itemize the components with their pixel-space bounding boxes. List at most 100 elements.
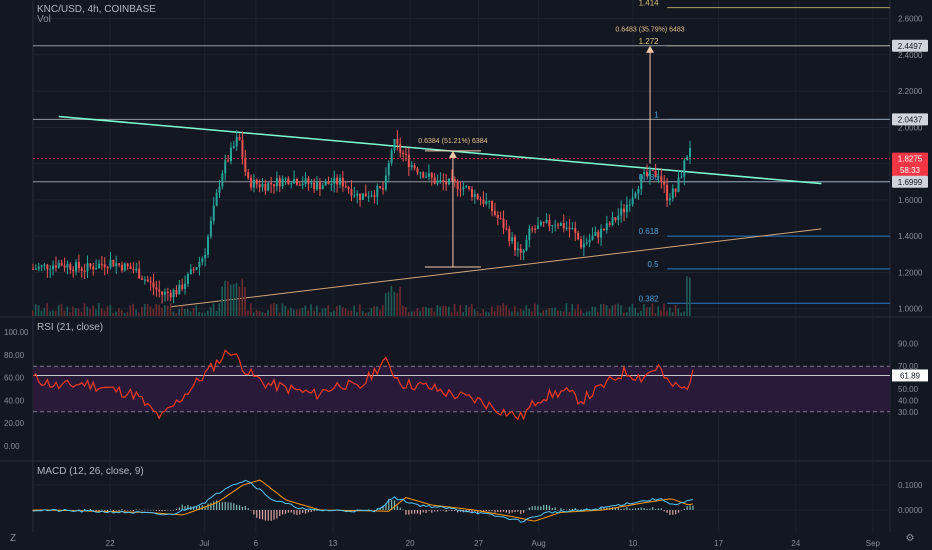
candle-body bbox=[668, 198, 671, 201]
rsi-left-tick: 100.00 bbox=[4, 328, 29, 337]
volume-bar bbox=[617, 303, 619, 316]
volume-bar bbox=[321, 308, 324, 316]
gear-icon[interactable]: ⚙ bbox=[905, 533, 915, 544]
volume-bar bbox=[427, 307, 430, 316]
macd-histogram-bar bbox=[172, 510, 175, 511]
volume-bar bbox=[551, 308, 553, 316]
candle-body bbox=[321, 185, 324, 190]
candle-body bbox=[660, 176, 663, 182]
volume-bar bbox=[689, 277, 691, 316]
candle-body bbox=[390, 150, 393, 163]
volume-bar bbox=[407, 311, 410, 316]
candle-body bbox=[89, 263, 92, 267]
volume-bar bbox=[209, 306, 212, 316]
volume-bar bbox=[293, 309, 295, 316]
x-tick-label: Aug bbox=[532, 539, 546, 548]
volume-bar bbox=[229, 284, 232, 316]
volume-bar bbox=[645, 307, 648, 316]
volume-bar bbox=[634, 307, 637, 316]
candle-body bbox=[502, 218, 505, 229]
macd-histogram-bar bbox=[416, 510, 419, 514]
macd-histogram-bar bbox=[646, 508, 648, 510]
candle-body bbox=[327, 181, 330, 185]
volume-bar bbox=[172, 311, 175, 316]
macd-histogram-bar bbox=[649, 508, 651, 510]
candle-body bbox=[100, 263, 103, 265]
z-icon[interactable]: Z bbox=[9, 533, 17, 544]
macd-histogram-bar bbox=[127, 510, 129, 511]
volume-bar bbox=[359, 304, 361, 316]
macd-histogram-bar bbox=[405, 510, 407, 515]
macd-histogram-bar bbox=[537, 506, 539, 510]
macd-histogram-bar bbox=[296, 510, 298, 515]
volume-bar bbox=[149, 306, 152, 316]
candle-body bbox=[559, 223, 562, 226]
volume-bar bbox=[562, 311, 565, 316]
volume-bar bbox=[534, 303, 536, 316]
x-tick-label: Sep bbox=[866, 539, 881, 548]
volume-bar bbox=[462, 312, 464, 316]
y-tick-label: 2.6000 bbox=[898, 15, 923, 24]
macd-histogram-bar bbox=[138, 509, 140, 510]
candle-body bbox=[95, 268, 98, 270]
candle-body bbox=[350, 189, 353, 196]
macd-histogram-bar bbox=[474, 510, 476, 512]
volume-bar bbox=[270, 304, 272, 316]
candle-body bbox=[531, 228, 534, 230]
macd-histogram-bar bbox=[511, 510, 513, 513]
volume-bar bbox=[450, 312, 453, 316]
candle-body bbox=[536, 225, 539, 230]
candle-body bbox=[313, 182, 316, 190]
volume-group bbox=[32, 276, 691, 316]
macd-histogram-bar bbox=[121, 509, 123, 510]
candle-body bbox=[689, 147, 692, 157]
candle-body bbox=[496, 214, 499, 218]
x-tick-label: Jul bbox=[199, 539, 209, 548]
volume-bar bbox=[473, 309, 476, 316]
candle-body bbox=[539, 221, 542, 226]
candle-body bbox=[370, 195, 373, 197]
macd-histogram-bar bbox=[689, 505, 691, 510]
macd-histogram-bar bbox=[118, 510, 120, 511]
macd-histogram-bar bbox=[365, 509, 367, 511]
volume-bar bbox=[591, 306, 594, 316]
volume-bar bbox=[103, 310, 106, 316]
candle-body bbox=[470, 188, 473, 197]
volume-bar bbox=[436, 305, 439, 316]
volume-bar bbox=[227, 280, 229, 316]
candle-body bbox=[333, 177, 336, 184]
macd-histogram-bar bbox=[623, 508, 625, 510]
volume-bar bbox=[92, 305, 94, 316]
volume-bar bbox=[244, 287, 246, 316]
measure-label-large: 0.6483 (35.79%) 6483 bbox=[615, 27, 684, 34]
price-badge-2-4497: 2.4497 bbox=[898, 42, 923, 51]
volume-bar bbox=[238, 286, 241, 316]
volume-bar bbox=[141, 306, 143, 316]
volume-bar bbox=[63, 310, 66, 316]
candle-body bbox=[528, 228, 531, 240]
volume-bar bbox=[221, 286, 223, 316]
candle-body bbox=[227, 160, 230, 162]
candle-body bbox=[445, 182, 448, 185]
volume-bar bbox=[324, 308, 327, 316]
macd-histogram-bar bbox=[419, 510, 421, 515]
fib-level-label: 0.382 bbox=[639, 294, 660, 303]
macd-histogram-bar bbox=[643, 508, 645, 510]
x-tick-label: 24 bbox=[791, 539, 800, 548]
candle-body bbox=[178, 284, 181, 295]
volume-bar bbox=[212, 303, 215, 316]
rsi-left-tick: 40.00 bbox=[4, 396, 25, 405]
candle-body bbox=[479, 199, 482, 201]
macd-histogram-bar bbox=[525, 509, 528, 511]
macd-histogram-bar bbox=[299, 510, 301, 515]
candle-body bbox=[149, 281, 152, 283]
macd-histogram-bar bbox=[396, 505, 398, 510]
volume-bar bbox=[83, 303, 86, 316]
candle-body bbox=[683, 160, 686, 177]
candle-body bbox=[353, 195, 356, 197]
candle-body bbox=[416, 168, 419, 173]
macd-histogram-bar bbox=[500, 510, 502, 513]
candle-body bbox=[138, 268, 141, 279]
candle-body bbox=[155, 287, 158, 290]
